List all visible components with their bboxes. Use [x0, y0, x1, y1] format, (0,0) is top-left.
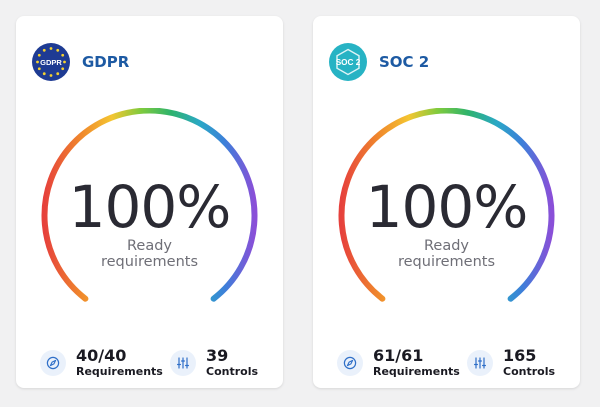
controls-value: 165 — [503, 346, 537, 365]
card-header: GDPR GDPR — [32, 42, 129, 82]
card-header: SOC 2 SOC 2 — [329, 42, 429, 82]
controls-value: 39 — [206, 346, 229, 365]
readiness-percent: 100% — [365, 173, 529, 241]
requirements-label: Requirements — [373, 365, 460, 378]
svg-text:SOC 2: SOC 2 — [336, 58, 361, 67]
framework-card-gdpr[interactable]: GDPR GDPR 100% Ready requireme — [16, 16, 283, 388]
gauge-arc — [41, 108, 258, 302]
readiness-gauge — [334, 108, 559, 318]
controls-stat[interactable]: 165 Controls — [467, 347, 555, 379]
requirements-label: Requirements — [76, 365, 163, 378]
compass-icon — [337, 350, 363, 376]
requirements-stat[interactable]: 61/61 Requirements — [337, 347, 460, 379]
ready-requirements-label: Ready requirements — [16, 238, 283, 270]
soc2-hexagon-icon: SOC 2 — [329, 43, 367, 81]
readiness-percent: 100% — [68, 173, 232, 241]
framework-title[interactable]: SOC 2 — [379, 53, 430, 71]
requirements-value: 61/61 — [373, 346, 424, 365]
ready-label-line2: requirements — [397, 254, 496, 270]
requirements-stat[interactable]: 40/40 Requirements — [40, 347, 163, 379]
controls-label: Controls — [206, 365, 259, 378]
ready-label-line2: requirements — [100, 254, 199, 270]
ready-requirements-label: Ready requirements — [313, 238, 580, 270]
sliders-icon — [467, 350, 493, 376]
eu-flag-gdpr-icon: GDPR — [32, 43, 70, 81]
framework-card-soc2[interactable]: SOC 2 SOC 2 100% Ready require — [313, 16, 580, 388]
sliders-icon — [170, 350, 196, 376]
controls-stat[interactable]: 39 Controls — [170, 347, 258, 379]
requirements-value: 40/40 — [76, 346, 127, 365]
svg-text:GDPR: GDPR — [40, 58, 62, 67]
readiness-gauge — [37, 108, 262, 318]
gauge-arc — [338, 108, 555, 302]
framework-title[interactable]: GDPR — [82, 53, 130, 71]
controls-label: Controls — [503, 365, 556, 378]
compass-icon — [40, 350, 66, 376]
ready-label-line1: Ready — [423, 238, 469, 254]
ready-label-line1: Ready — [126, 238, 172, 254]
